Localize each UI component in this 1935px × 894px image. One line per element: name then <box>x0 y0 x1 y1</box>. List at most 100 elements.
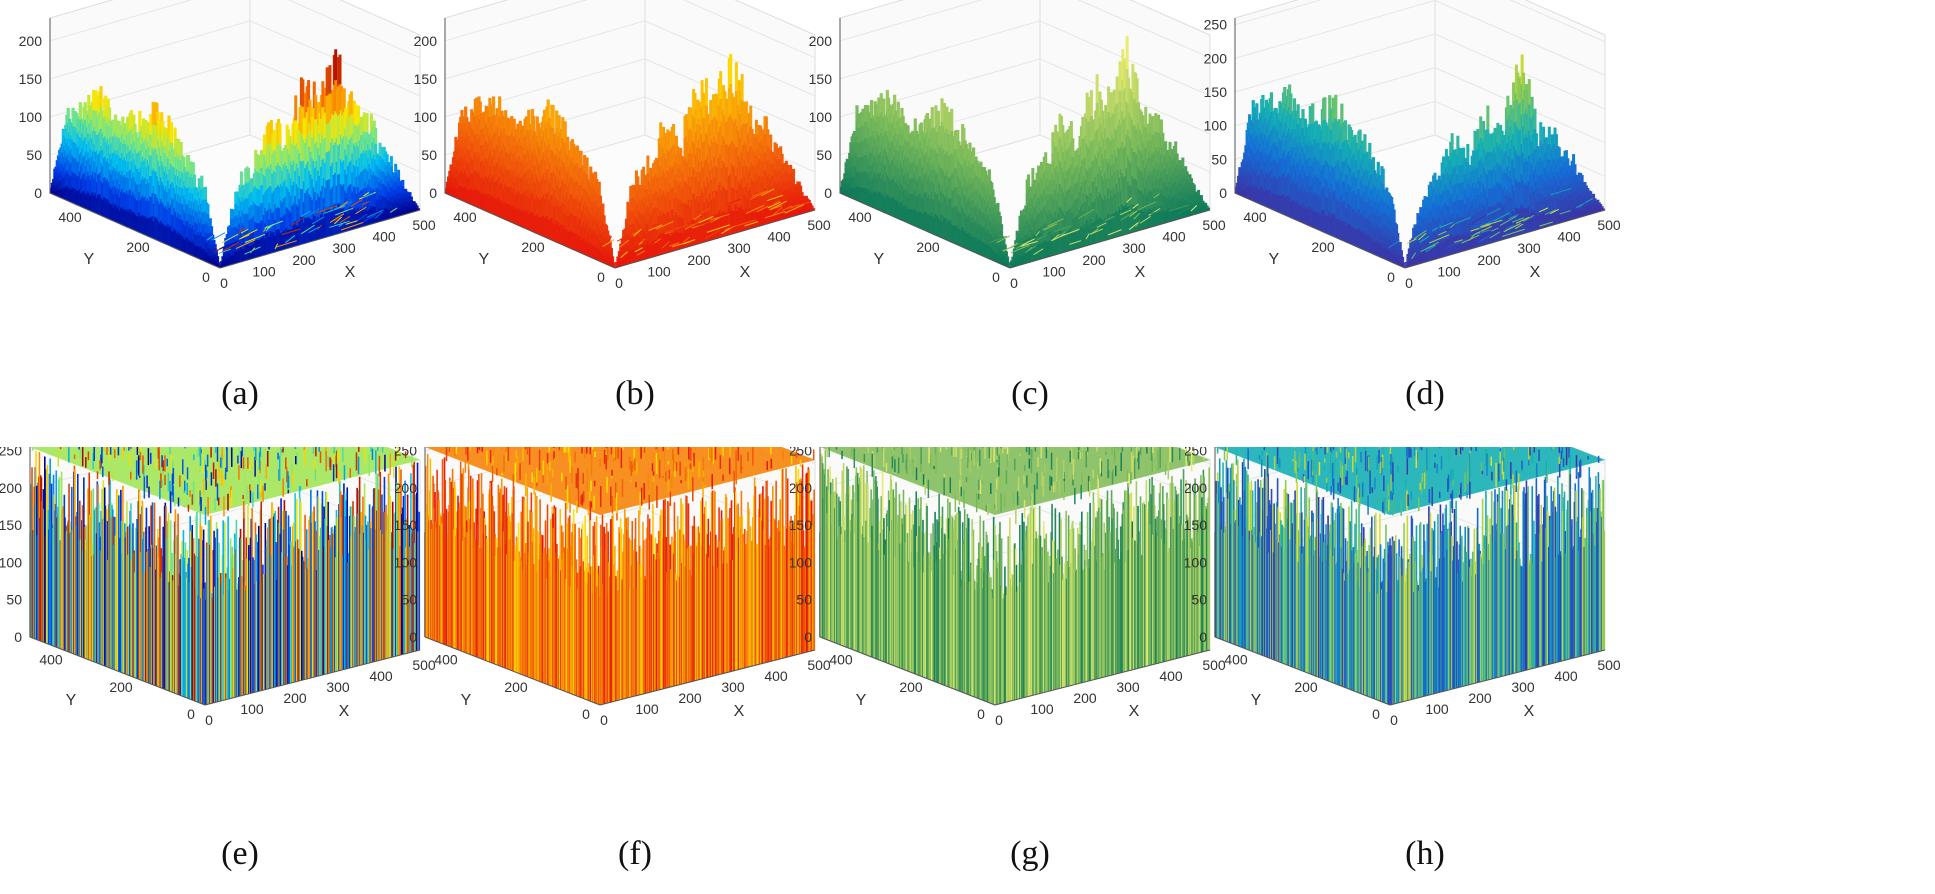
contour-line <box>655 221 674 230</box>
contour-line <box>744 221 759 227</box>
caption-a: (a) <box>221 375 259 412</box>
contour-line <box>698 216 714 224</box>
surface-b <box>444 53 816 268</box>
z-tick-label: 50 <box>26 147 42 163</box>
contour-line <box>281 228 301 236</box>
plot-b: 0 100 200 300 400 500 0 200 400 0 50 100 150 200 X Y <box>414 0 831 291</box>
contour-line <box>240 229 258 239</box>
z-tick-label: 100 <box>414 109 438 125</box>
contour-line <box>345 220 358 225</box>
surface-a <box>49 49 421 268</box>
x-tick-label: 500 <box>412 217 436 233</box>
contour-line <box>335 207 354 216</box>
contour-line <box>361 200 370 206</box>
contour-line <box>308 226 320 234</box>
contour-line <box>602 239 615 248</box>
contour-line <box>339 215 351 223</box>
contour-line <box>240 228 249 234</box>
contour-line <box>221 242 240 252</box>
contour-line <box>620 251 628 258</box>
y-axis-line <box>49 192 221 269</box>
y-tick-label: 200 <box>126 239 150 255</box>
contour-line <box>633 228 642 237</box>
contour-line <box>278 228 287 236</box>
z-tick-label: 0 <box>429 185 437 201</box>
panel-a: 0 100 200 300 400 500 0 200 400 0 50 100 150 200 X Y (a… <box>0 0 480 447</box>
contour-line <box>756 205 769 213</box>
surface-c <box>839 35 1211 268</box>
y-tick-label: 400 <box>58 209 82 225</box>
contour-line <box>707 224 730 233</box>
z-tick-label: 0 <box>34 185 42 201</box>
x-tick-label: 0 <box>220 275 228 291</box>
contour-line <box>772 207 783 216</box>
contour-line <box>285 235 296 244</box>
axes-b: 0 100 200 300 400 500 0 200 400 0 50 100 150 200 X Y <box>414 18 831 291</box>
panel-b: 0 100 200 300 400 500 0 200 400 0 50 100 150 200 X Y (b… <box>395 0 875 447</box>
x-tick-label: 0 <box>615 275 623 291</box>
contour-line <box>750 189 769 200</box>
x-tick-label: 100 <box>647 263 671 279</box>
y-tick-label: 0 <box>202 269 210 285</box>
contour-line <box>389 207 398 213</box>
z-tick-label: 150 <box>414 71 438 87</box>
contour-line <box>683 236 691 243</box>
contour-line <box>647 241 659 247</box>
gridline-z <box>444 0 816 59</box>
gridline-z <box>444 20 816 97</box>
contour-line <box>350 199 363 207</box>
contour-line <box>338 221 346 228</box>
contour-line <box>290 217 304 227</box>
contour-line <box>323 205 346 215</box>
contour-line <box>219 241 237 250</box>
contour-line <box>683 239 696 245</box>
contour-line <box>765 210 786 219</box>
contour-line <box>300 224 315 235</box>
z-tick-label: 200 <box>19 33 43 49</box>
caption-b: (b) <box>615 375 655 412</box>
contour-line <box>669 242 680 247</box>
x-tick-label: 400 <box>372 229 396 245</box>
contour-line <box>305 208 320 218</box>
y-tick-label: 400 <box>453 209 477 225</box>
contour-line <box>363 191 370 197</box>
x-axis-line <box>614 209 816 269</box>
contour-line <box>297 235 308 242</box>
gridline-z <box>839 58 1211 135</box>
contour-line <box>244 246 261 255</box>
contour-line <box>235 239 256 249</box>
gridline-z <box>839 0 1211 59</box>
contour-line <box>669 230 675 237</box>
contour-line <box>726 198 741 205</box>
contour-line <box>340 221 364 231</box>
contour-line <box>745 204 765 214</box>
contour-line <box>218 248 231 254</box>
contour-line <box>315 205 338 214</box>
gridline-z <box>444 58 816 135</box>
contour-line <box>773 200 780 205</box>
x-tick-label: 200 <box>292 252 316 268</box>
contour-line <box>334 216 341 222</box>
contour-line <box>274 243 279 250</box>
x-axis-line <box>219 209 421 269</box>
x-tick-label: 400 <box>767 229 791 245</box>
contour-line <box>329 220 350 228</box>
contour-line <box>782 205 793 211</box>
contour-line <box>355 206 367 215</box>
contour-line <box>366 209 384 218</box>
contour-line <box>636 250 646 256</box>
contour-line <box>339 201 349 209</box>
y-tick-label: 0 <box>597 269 605 285</box>
contour-line <box>682 222 697 229</box>
contour-line <box>317 224 322 230</box>
y-axis-line <box>444 192 616 269</box>
contour-line <box>653 238 662 244</box>
contour-line <box>221 233 239 244</box>
contour-line <box>769 200 787 211</box>
contour-line <box>724 225 736 231</box>
